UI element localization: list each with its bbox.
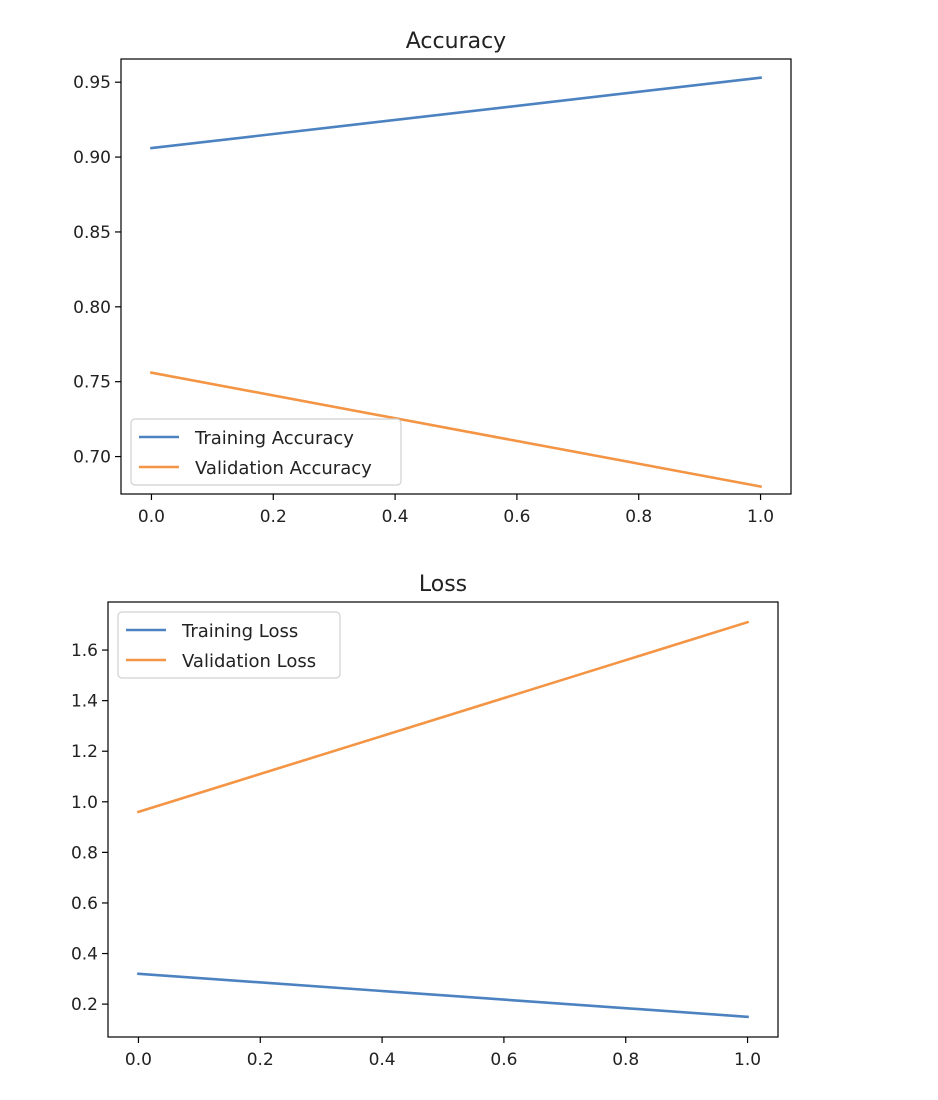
y-tick-label: 0.70 bbox=[73, 448, 111, 468]
x-tick-label: 1.0 bbox=[747, 507, 774, 527]
y-tick-label: 0.2 bbox=[71, 995, 98, 1015]
series-line-0 bbox=[150, 76, 762, 150]
x-tick-label: 0.4 bbox=[382, 507, 409, 527]
y-tick-label: 0.4 bbox=[71, 945, 98, 965]
series-line-1 bbox=[149, 371, 763, 489]
x-tick-label: 0.0 bbox=[138, 507, 165, 527]
chart-title: Accuracy bbox=[406, 29, 506, 54]
x-tick-label: 0.6 bbox=[490, 1050, 517, 1070]
legend-label-1: Validation Loss bbox=[182, 651, 316, 672]
accuracy-chart: Accuracy 0.0 0.2 0.4 0.6 0.8 1.0 0.70 0.75 0.80 0.… bbox=[73, 29, 792, 527]
legend-label-0: Training Accuracy bbox=[194, 428, 354, 449]
legend-label-1: Validation Accuracy bbox=[195, 458, 372, 479]
loss-chart: Loss 0.0 0.2 0.4 0.6 0.8 1.0 0.2 0.4 0.6 0.8 1.0 1.2… bbox=[71, 572, 779, 1070]
chart-title: Loss bbox=[419, 572, 467, 597]
plot-frame bbox=[107, 601, 779, 1038]
legend-box bbox=[117, 611, 341, 679]
y-tick-label: 0.8 bbox=[71, 843, 98, 863]
y-tick-label: 0.85 bbox=[73, 223, 111, 243]
y-tick-label: 1.0 bbox=[71, 793, 98, 813]
x-tick-label: 0.8 bbox=[612, 1050, 639, 1070]
x-tick-label: 0.2 bbox=[247, 1050, 274, 1070]
legend-box bbox=[130, 418, 402, 486]
y-tick-label: 1.6 bbox=[71, 641, 98, 661]
series-line-1 bbox=[136, 620, 750, 814]
y-tick-label: 1.2 bbox=[71, 742, 98, 762]
y-tick-label: 0.75 bbox=[73, 373, 111, 393]
series-line-0 bbox=[137, 972, 749, 1019]
x-tick-label: 0.6 bbox=[503, 507, 530, 527]
y-tick-label: 0.95 bbox=[73, 73, 111, 93]
y-tick-label: 0.6 bbox=[71, 894, 98, 914]
x-tick-label: 0.0 bbox=[125, 1050, 152, 1070]
y-tick-label: 0.90 bbox=[73, 148, 111, 168]
x-tick-label: 0.4 bbox=[369, 1050, 396, 1070]
x-tick-label: 1.0 bbox=[734, 1050, 761, 1070]
legend-label-0: Training Loss bbox=[181, 621, 298, 642]
x-tick-label: 0.2 bbox=[260, 507, 287, 527]
y-tick-label: 0.80 bbox=[73, 298, 111, 318]
y-tick-label: 1.4 bbox=[71, 692, 98, 712]
plot-frame bbox=[120, 58, 792, 495]
x-tick-label: 0.8 bbox=[625, 507, 652, 527]
